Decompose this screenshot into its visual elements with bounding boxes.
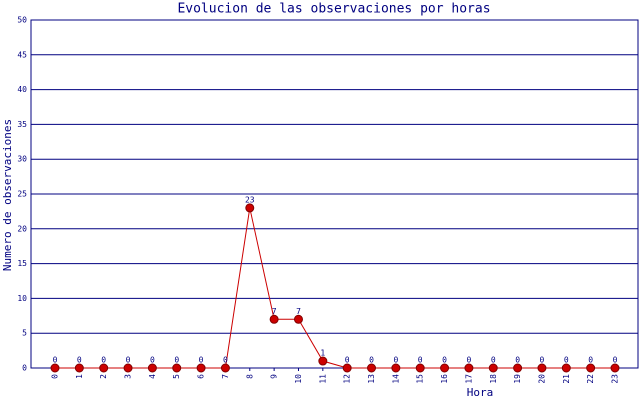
point (464, 363, 474, 373)
data-label: 23 (245, 195, 255, 204)
x-tick-label: 5 (172, 374, 181, 379)
point (318, 356, 328, 366)
data-label: 0 (393, 356, 398, 365)
point (99, 363, 109, 373)
point (147, 363, 157, 373)
point (415, 363, 425, 373)
data-label: 0 (588, 356, 593, 365)
y-tick-label: 30 (17, 155, 27, 164)
x-tick-label: 3 (124, 374, 133, 379)
x-tick-label: 12 (343, 374, 352, 384)
y-tick-label: 25 (17, 190, 27, 199)
x-tick-label: 7 (221, 374, 230, 379)
data-label: 0 (540, 356, 545, 365)
x-tick-label: 23 (611, 374, 620, 384)
data-label: 0 (515, 356, 520, 365)
data-label: 0 (613, 356, 618, 365)
data-label: 0 (564, 356, 569, 365)
data-label: 0 (150, 356, 155, 365)
y-tick-label: 50 (17, 16, 27, 25)
x-tick-label: 4 (148, 374, 157, 379)
x-tick-label: 16 (440, 374, 449, 384)
point (220, 363, 230, 373)
data-label: 0 (126, 356, 131, 365)
point (537, 363, 547, 373)
x-tick-label: 10 (294, 374, 303, 384)
data-label: 0 (77, 356, 82, 365)
data-label: 7 (272, 307, 277, 316)
x-tick-label: 20 (537, 374, 546, 384)
x-tick-label: 21 (562, 374, 571, 384)
point (50, 363, 60, 373)
x-tick-label: 8 (245, 374, 254, 379)
y-tick-label: 20 (17, 224, 27, 233)
point (196, 363, 206, 373)
data-label: 0 (466, 356, 471, 365)
y-tick-label: 15 (17, 259, 27, 268)
data-label: 1 (320, 349, 325, 358)
point (561, 363, 571, 373)
data-label: 0 (174, 356, 179, 365)
x-tick-label: 13 (367, 374, 376, 384)
point (293, 314, 303, 324)
point (245, 203, 255, 213)
point (586, 363, 596, 373)
data-label: 0 (223, 356, 228, 365)
x-tick-label: 14 (391, 374, 400, 384)
y-tick-label: 0 (22, 364, 27, 373)
data-label: 0 (53, 356, 58, 365)
data-label: 0 (101, 356, 106, 365)
point (440, 363, 450, 373)
x-tick-label: 17 (464, 374, 473, 384)
data-label: 0 (491, 356, 496, 365)
data-label: 0 (442, 356, 447, 365)
point (172, 363, 182, 373)
line (55, 207, 615, 369)
point (610, 363, 620, 373)
y-tick-label: 35 (17, 120, 27, 129)
x-tick-label: 15 (416, 374, 425, 384)
x-tick-label: 22 (586, 374, 595, 384)
x-tick-label: 11 (318, 374, 327, 384)
y-tick-label: 45 (17, 50, 27, 59)
y-tick-label: 5 (22, 329, 27, 338)
chart-title: Evolucion de las observaciones por horas (177, 2, 490, 17)
y-axis-label: Numero de observaciones (1, 119, 14, 271)
data-label: 7 (296, 307, 301, 316)
data-label: 0 (369, 356, 374, 365)
point (513, 363, 523, 373)
x-tick-label: 2 (99, 374, 108, 379)
x-tick-label: 19 (513, 374, 522, 384)
point (488, 363, 498, 373)
point (123, 363, 133, 373)
point (391, 363, 401, 373)
y-tick-label: 40 (17, 85, 27, 94)
point (342, 363, 352, 373)
x-axis-label: Hora (467, 386, 494, 399)
x-tick-label: 18 (489, 374, 498, 384)
x-tick-label: 1 (75, 374, 84, 379)
point (269, 314, 279, 324)
point (367, 363, 377, 373)
data-label: 0 (418, 356, 423, 365)
x-tick-label: 9 (270, 374, 279, 379)
y-tick-label: 10 (17, 294, 27, 303)
point (74, 363, 84, 373)
data-label: 0 (345, 356, 350, 365)
x-tick-label: 6 (197, 374, 206, 379)
x-tick-label: 0 (51, 374, 60, 379)
data-label: 0 (199, 356, 204, 365)
